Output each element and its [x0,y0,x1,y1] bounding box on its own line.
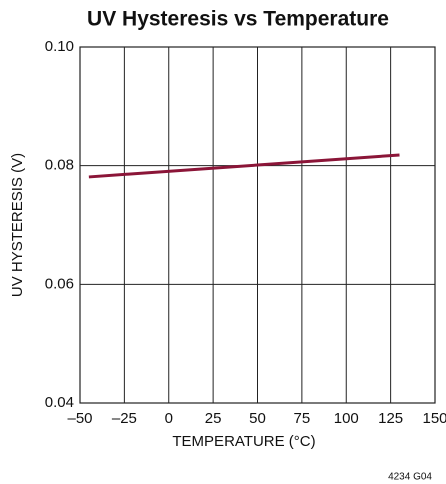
note: 4234 G04 [388,472,432,483]
x-tick-label: –25 [112,410,137,427]
y-tick-label: 0.06 [45,275,74,292]
x-tick-label: 100 [334,410,359,427]
x-tick-label: 150 [422,410,446,427]
y-tick-label: 0.08 [45,157,74,174]
y-tick-label: 0.10 [45,38,74,55]
x-tick-label: 50 [249,410,266,427]
y-tick-label: 0.04 [45,394,74,411]
x-tick-label: –50 [67,410,92,427]
x-tick-label: 25 [205,410,222,427]
x-tick-label: 75 [294,410,311,427]
x-axis-label: TEMPERATURE (°C) [172,433,315,450]
y-axis-label: UV HYSTERESIS (V) [9,153,26,297]
x-tick-label: 0 [165,410,173,427]
data-line [88,153,400,179]
x-tick-label: 125 [378,410,403,427]
chart-title: UV Hysteresis vs Temperature [87,8,389,31]
